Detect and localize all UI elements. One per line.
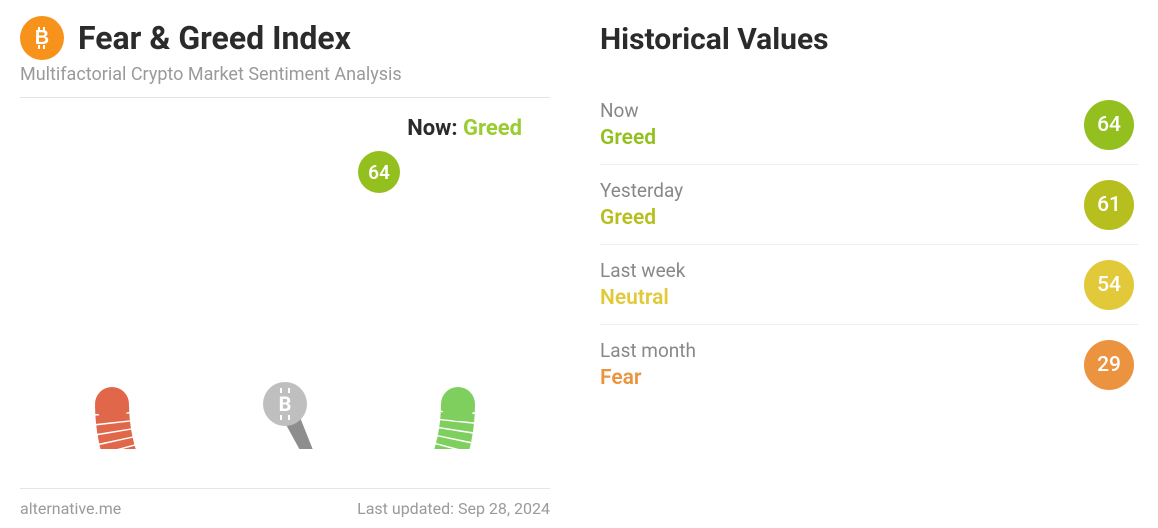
index-panel: B Fear & Greed Index Multifactorial Cryp… xyxy=(20,10,580,518)
historical-item: Yesterday Greed 61 xyxy=(600,165,1138,245)
now-label: Now: xyxy=(407,116,457,141)
now-state: Greed xyxy=(463,116,522,141)
header: B Fear & Greed Index xyxy=(20,16,550,60)
historical-state: Fear xyxy=(600,366,696,390)
historical-state: Greed xyxy=(600,126,656,150)
historical-state: Greed xyxy=(600,206,683,230)
historical-period: Last month xyxy=(600,339,696,362)
historical-period: Yesterday xyxy=(600,179,683,202)
historical-value-badge: 29 xyxy=(1084,340,1134,390)
historical-item: Now Greed 64 xyxy=(600,85,1138,165)
historical-value-badge: 64 xyxy=(1084,100,1134,150)
historical-state: Neutral xyxy=(600,286,685,310)
footer: alternative.me Last updated: Sep 28, 202… xyxy=(20,488,550,518)
historical-period: Now xyxy=(600,99,656,122)
historical-list: Now Greed 64 Yesterday Greed 61 Last week Neutr… xyxy=(600,85,1138,404)
historical-value-badge: 61 xyxy=(1084,180,1134,230)
gauge-value-badge: 64 xyxy=(358,151,400,193)
historical-item: Last month Fear 29 xyxy=(600,325,1138,404)
gauge-chart: B 64 xyxy=(20,149,550,488)
updated-label: Last updated: Sep 28, 2024 xyxy=(357,499,550,518)
source-label: alternative.me xyxy=(20,499,121,518)
svg-text:B: B xyxy=(279,392,292,416)
svg-text:B: B xyxy=(35,27,49,49)
historical-item: Last week Neutral 54 xyxy=(600,245,1138,325)
gauge-svg: B xyxy=(55,149,515,449)
page-subtitle: Multifactorial Crypto Market Sentiment A… xyxy=(20,64,550,98)
bitcoin-icon: B xyxy=(20,16,64,60)
historical-period: Last week xyxy=(600,259,685,282)
current-state-row: Now: Greed xyxy=(20,116,550,141)
historical-panel: Historical Values Now Greed 64 Yesterday Gre… xyxy=(580,10,1138,518)
page-title: Fear & Greed Index xyxy=(78,19,351,57)
historical-value-badge: 54 xyxy=(1084,260,1134,310)
historical-title: Historical Values xyxy=(600,22,1138,57)
gauge-value: 64 xyxy=(368,161,390,184)
